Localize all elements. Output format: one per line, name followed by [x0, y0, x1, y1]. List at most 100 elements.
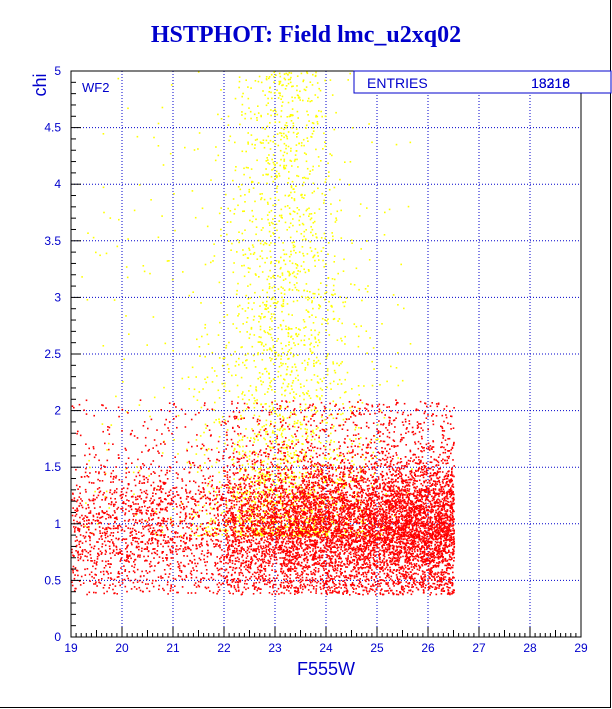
scatter-point-yellow	[276, 229, 278, 232]
scatter-point-red	[374, 472, 376, 474]
scatter-point-yellow	[195, 513, 198, 516]
scatter-point-red	[338, 544, 341, 546]
scatter-point-yellow	[317, 288, 320, 291]
scatter-point-yellow	[332, 523, 335, 525]
scatter-point-red	[92, 498, 95, 500]
scatter-point-yellow	[365, 330, 368, 332]
scatter-point-yellow	[261, 218, 263, 220]
scatter-point-yellow	[305, 392, 308, 394]
scatter-point-yellow	[286, 116, 289, 118]
scatter-point-yellow	[303, 88, 306, 91]
scatter-point-red	[408, 563, 411, 565]
scatter-point-yellow	[294, 245, 296, 248]
scatter-point-red	[381, 523, 383, 526]
scatter-point-yellow	[298, 142, 300, 145]
scatter-point-yellow	[311, 301, 313, 304]
scatter-point-yellow	[342, 418, 345, 421]
scatter-point-yellow	[336, 482, 338, 484]
scatter-point-yellow	[250, 328, 253, 330]
scatter-point-yellow	[271, 403, 273, 405]
scatter-point-yellow	[282, 287, 284, 290]
scatter-point-yellow	[321, 518, 324, 520]
scatter-point-yellow	[299, 215, 301, 218]
scatter-point-red	[252, 417, 255, 419]
scatter-point-red	[243, 541, 245, 543]
scatter-point-yellow	[288, 328, 291, 330]
scatter-point-yellow	[318, 208, 321, 210]
scatter-point-yellow	[238, 86, 240, 89]
scatter-point-yellow	[326, 421, 328, 424]
scatter-point-yellow	[293, 454, 296, 456]
scatter-point-yellow	[252, 354, 255, 357]
scatter-point-yellow	[308, 120, 310, 122]
scatter-point-yellow	[238, 304, 241, 307]
scatter-point-red	[437, 513, 439, 515]
scatter-point-yellow	[335, 219, 338, 221]
scatter-point-yellow	[315, 71, 317, 74]
scatter-point-red	[436, 405, 439, 408]
scatter-point-yellow	[195, 376, 197, 378]
scatter-point-yellow	[295, 267, 298, 269]
scatter-point-red	[178, 565, 181, 567]
scatter-point-yellow	[278, 365, 281, 368]
scatter-point-yellow	[305, 127, 307, 129]
scatter-point-yellow	[309, 291, 311, 293]
scatter-point-red	[104, 553, 107, 555]
scatter-point-red	[302, 482, 304, 484]
scatter-point-yellow	[290, 191, 292, 194]
scatter-point-yellow	[286, 137, 289, 140]
scatter-point-red	[381, 561, 384, 563]
scatter-point-yellow	[252, 187, 255, 189]
scatter-point-yellow	[288, 508, 291, 510]
scatter-point-red	[80, 504, 83, 507]
scatter-point-yellow	[285, 459, 288, 462]
scatter-point-yellow	[304, 526, 306, 529]
scatter-point-red	[206, 534, 209, 537]
scatter-point-red	[420, 488, 423, 490]
scatter-point-yellow	[238, 521, 241, 523]
scatter-point-yellow	[314, 265, 316, 267]
scatter-point-red	[299, 494, 301, 496]
scatter-point-red	[226, 476, 229, 479]
scatter-point-yellow	[253, 438, 256, 441]
scatter-point-red	[303, 507, 305, 509]
scatter-point-yellow	[270, 277, 272, 279]
scatter-point-red	[86, 475, 88, 477]
scatter-point-yellow	[349, 72, 351, 75]
scatter-point-yellow	[235, 360, 238, 363]
scatter-point-red	[300, 510, 303, 512]
scatter-point-red	[235, 451, 238, 453]
scatter-point-yellow	[272, 204, 274, 207]
scatter-point-yellow	[288, 439, 290, 441]
scatter-point-yellow	[303, 235, 305, 238]
scatter-point-yellow	[356, 491, 359, 494]
scatter-point-red	[258, 510, 260, 512]
scatter-point-yellow	[331, 154, 333, 157]
scatter-point-yellow	[272, 447, 274, 449]
scatter-point-yellow	[332, 284, 335, 287]
scatter-point-yellow	[248, 458, 251, 461]
scatter-point-yellow	[322, 259, 324, 262]
scatter-point-yellow	[297, 419, 299, 422]
scatter-point-yellow	[171, 523, 174, 526]
scatter-point-yellow	[319, 387, 322, 390]
scatter-point-yellow	[127, 238, 129, 240]
scatter-point-red	[420, 450, 422, 452]
scatter-point-red	[238, 500, 241, 503]
scatter-point-red	[310, 442, 313, 445]
scatter-point-yellow	[409, 343, 412, 345]
scatter-point-yellow	[240, 346, 242, 349]
scatter-point-red	[169, 503, 171, 506]
scatter-point-yellow	[258, 415, 261, 418]
scatter-point-red	[298, 530, 300, 532]
scatter-point-yellow	[266, 349, 268, 351]
scatter-point-red	[296, 489, 299, 491]
scatter-point-red	[113, 517, 116, 519]
scatter-point-yellow	[318, 165, 320, 167]
scatter-point-red	[291, 478, 293, 481]
scatter-point-yellow	[314, 292, 316, 295]
scatter-point-red	[292, 447, 294, 449]
scatter-point-yellow	[196, 399, 199, 401]
scatter-point-yellow	[236, 251, 238, 253]
scatter-point-red	[385, 520, 387, 522]
